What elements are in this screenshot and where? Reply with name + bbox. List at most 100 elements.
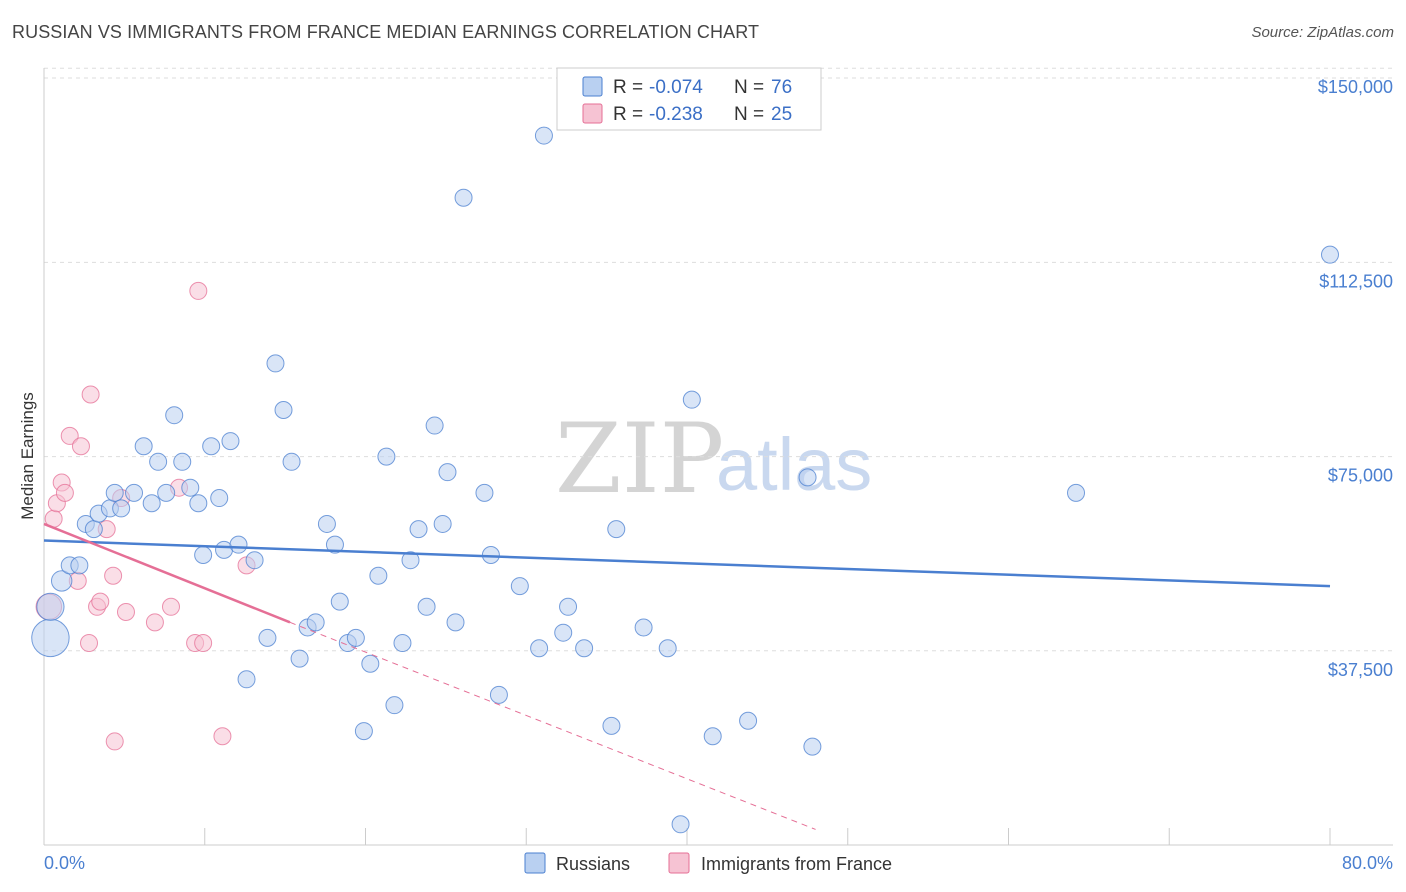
russians-point-12 <box>134 437 153 456</box>
russians-point-24 <box>221 432 240 451</box>
legend: R = -0.074 N = 76 R = -0.238 N = 25 <box>556 67 822 131</box>
legend-n-label-france: N = <box>734 104 764 125</box>
legend-swatch-france <box>582 103 603 124</box>
x-ticks <box>43 828 1331 845</box>
russians-point-28 <box>258 628 277 647</box>
russians-point-47 <box>409 520 428 539</box>
france-point-11 <box>91 592 110 611</box>
legend-r-label-russians: R = <box>613 77 643 98</box>
russians-point-50 <box>433 514 452 533</box>
france-point-5 <box>60 426 79 445</box>
russians-point-18 <box>181 478 200 497</box>
russians-point-34 <box>306 613 325 632</box>
france-point-23 <box>213 727 232 746</box>
russians-point-53 <box>454 188 473 207</box>
france-point-13 <box>104 566 123 585</box>
source-credit: Source: ZipAtlas.com <box>1251 24 1394 41</box>
russians-point-37 <box>330 592 349 611</box>
russians-point-44 <box>385 696 404 715</box>
legend-n-value-russians: 76 <box>771 77 792 98</box>
russians-point-13 <box>142 494 161 513</box>
russians-point-4 <box>70 556 89 575</box>
russians-point-6 <box>84 520 103 539</box>
russians-point-66 <box>658 639 677 658</box>
russians-point-71 <box>798 468 817 487</box>
trendlines <box>43 522 1331 830</box>
russians-point-21 <box>202 437 221 456</box>
russians-point-51 <box>438 463 457 482</box>
russians-point-64 <box>607 520 626 539</box>
russians-point-59 <box>534 126 553 145</box>
russians-trendline <box>43 539 1331 588</box>
legend-r-value-russians: -0.074 <box>649 77 703 98</box>
russians-point-67 <box>671 815 690 834</box>
y-tick-label-2: $112,500 <box>1319 271 1393 291</box>
watermark: ZIP atlas <box>555 403 872 515</box>
russians-point-57 <box>510 577 529 596</box>
russians-point-68 <box>682 390 701 409</box>
russians-point-42 <box>369 566 388 585</box>
russians-point-36 <box>325 535 344 554</box>
russians-point-74 <box>1321 245 1339 264</box>
france-points <box>35 281 256 751</box>
russians-point-41 <box>361 654 380 673</box>
russians-point-46 <box>401 551 420 570</box>
france-point-4 <box>55 483 74 502</box>
russians-point-15 <box>157 483 176 502</box>
russians-point-63 <box>602 716 621 735</box>
russians-point-35 <box>317 514 336 533</box>
legend-r-value-france: -0.238 <box>649 104 703 125</box>
legend-n-label-russians: N = <box>734 77 764 98</box>
legend-n-value-france: 25 <box>771 104 792 125</box>
y-tick-label-0: $37,500 <box>1328 660 1393 680</box>
russians-point-45 <box>393 634 412 653</box>
russians-point-39 <box>346 628 365 647</box>
france-trendline <box>43 522 291 624</box>
russians-point-43 <box>377 447 396 466</box>
x-tick-label-min: 0.0% <box>44 853 85 873</box>
bottom-legend-swatch-russians <box>524 852 546 874</box>
russians-point-70 <box>739 711 758 730</box>
bottom-legend-label-france: Immigrants from France <box>701 854 892 874</box>
russians-point-31 <box>282 452 301 471</box>
russians-point-52 <box>446 613 465 632</box>
watermark-zip: ZIP <box>555 403 724 515</box>
y-tick-label-3: $150,000 <box>1318 77 1393 97</box>
russians-point-58 <box>530 639 549 658</box>
france-point-18 <box>161 597 180 616</box>
russians-point-17 <box>173 452 192 471</box>
russians-point-72 <box>803 737 822 756</box>
france-point-7 <box>71 437 90 456</box>
france-point-16 <box>116 602 135 621</box>
x-tick-label-max: 80.0% <box>1342 853 1393 873</box>
russians-point-11 <box>125 483 144 502</box>
france-point-8 <box>80 634 99 653</box>
russians-point-62 <box>575 639 594 658</box>
russians-point-2 <box>50 570 73 592</box>
russians-point-73 <box>1067 483 1086 502</box>
russians-point-29 <box>266 354 285 373</box>
russians-point-49 <box>425 416 444 435</box>
bottom-legend-label-russians: Russians <box>556 854 630 874</box>
bottom-legend: Russians Immigrants from France <box>524 852 892 874</box>
france-point-14 <box>105 732 124 751</box>
russians-point-61 <box>559 597 578 616</box>
france-point-9 <box>81 385 100 404</box>
russians-point-40 <box>354 722 373 741</box>
russians-point-26 <box>237 670 256 689</box>
france-point-22 <box>194 634 213 653</box>
france-point-21 <box>189 281 208 300</box>
russians-point-60 <box>554 623 573 642</box>
russians-point-0 <box>31 618 70 658</box>
russians-point-27 <box>245 551 264 570</box>
russians-point-56 <box>489 685 508 704</box>
russians-point-14 <box>149 452 168 471</box>
russians-point-48 <box>417 597 436 616</box>
y-axis-title: Median Earnings <box>18 392 37 520</box>
russians-point-69 <box>703 727 722 746</box>
russians-point-32 <box>290 649 309 668</box>
bottom-legend-swatch-france <box>668 852 690 874</box>
axes <box>43 68 1393 846</box>
chart-title: RUSSIAN VS IMMIGRANTS FROM FRANCE MEDIAN… <box>12 22 760 42</box>
